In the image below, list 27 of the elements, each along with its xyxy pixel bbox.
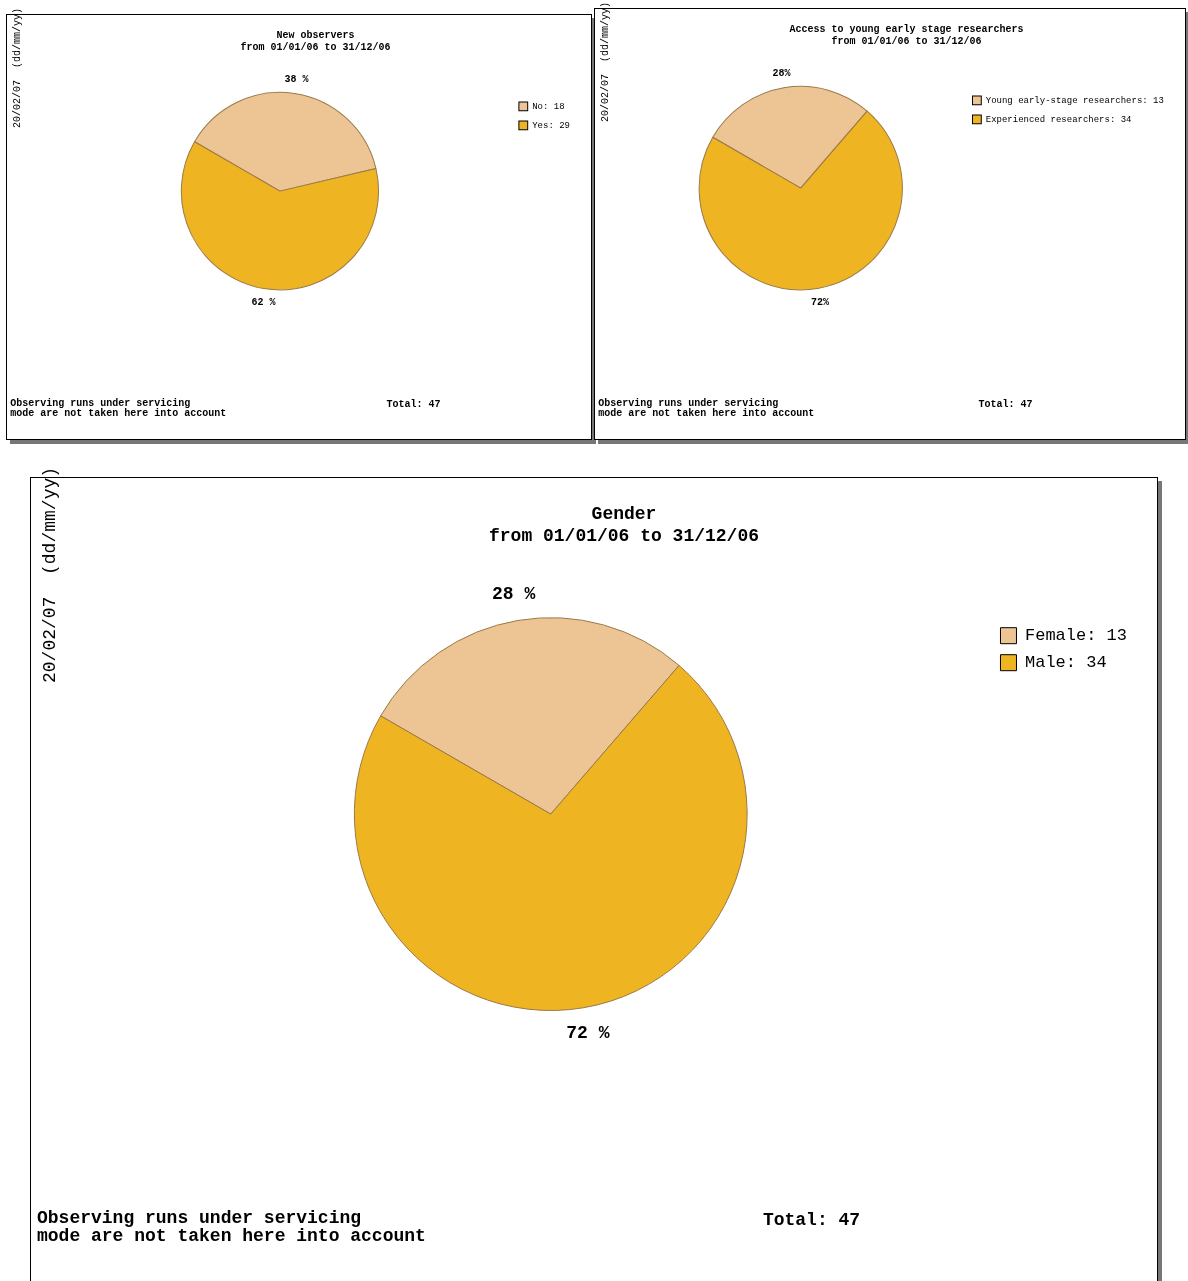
text: 20/02/07 (dd/mm/yy)	[40, 466, 60, 683]
chart-subtitle: from 01/01/06 to 31/12/06	[240, 41, 391, 53]
legend-label: Yes: 29	[532, 120, 570, 131]
legend-label: Female: 13	[1024, 626, 1128, 646]
chart-title: New observers	[276, 29, 355, 41]
chart-title: Gender	[591, 504, 657, 525]
text: Observing runs under servicing mode are not taken here into account	[10, 398, 227, 420]
data-label: 28 %	[492, 584, 536, 605]
chart-title: Access to young early stage researchers	[789, 23, 1024, 35]
data-label: 72%	[811, 297, 830, 309]
text: Total: 47	[762, 1210, 861, 1230]
text: Observing runs under servicing mode are not taken here into account	[37, 1208, 426, 1246]
text: Total: 47	[386, 399, 441, 411]
data-label: 72 %	[566, 1022, 610, 1043]
legend-label: Male: 34	[1024, 653, 1107, 673]
data-label: 38 %	[284, 73, 309, 85]
text: Total: 47	[978, 399, 1033, 411]
legend-label: Experienced researchers: 34	[985, 114, 1132, 125]
legend-label: Young early-stage researchers: 13	[985, 95, 1164, 106]
data-label: 28%	[772, 68, 791, 80]
data-label: 62 %	[251, 297, 276, 309]
legend-label: No: 18	[532, 101, 565, 112]
text: 20/02/07 (dd/mm/yy)	[599, 1, 611, 122]
text: Observing runs under servicing mode are not taken here into account	[598, 398, 815, 420]
text: 20/02/07 (dd/mm/yy)	[11, 7, 23, 128]
chart-subtitle: from 01/01/06 to 31/12/06	[831, 35, 982, 47]
chart-subtitle: from 01/01/06 to 31/12/06	[488, 525, 760, 546]
